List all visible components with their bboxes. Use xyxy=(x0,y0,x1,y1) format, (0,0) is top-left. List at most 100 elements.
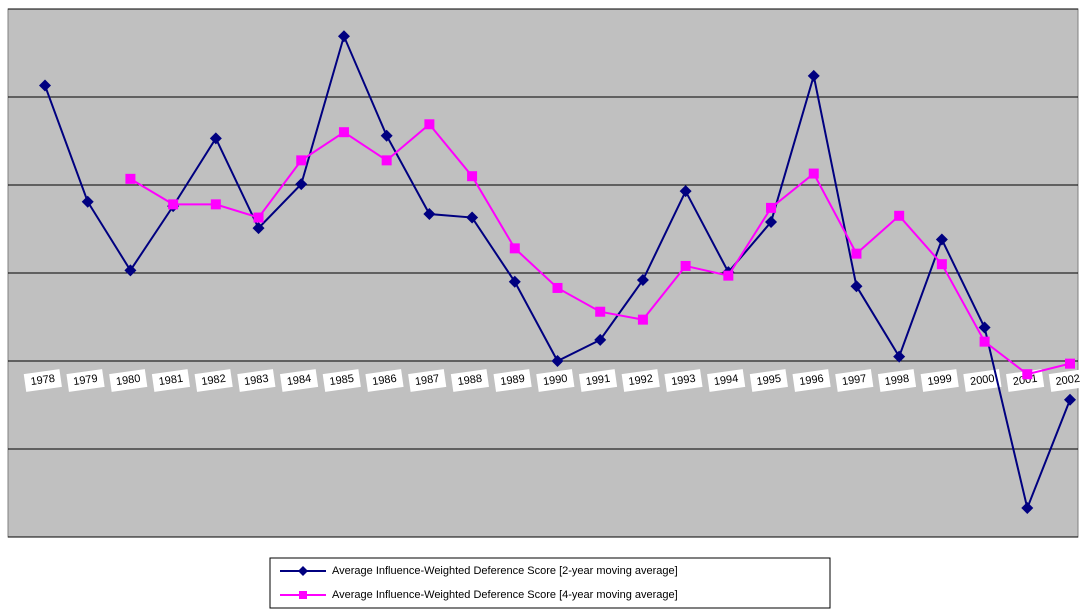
marker xyxy=(936,259,947,270)
x-tick-box xyxy=(877,369,917,392)
x-tick-label: 1985 xyxy=(329,373,355,388)
x-tick-box xyxy=(835,369,874,392)
x-tick: 1979 xyxy=(66,369,105,392)
x-tick: 1993 xyxy=(664,369,703,392)
x-tick: 1986 xyxy=(365,369,404,392)
marker xyxy=(168,199,179,210)
x-tick-label: 1982 xyxy=(201,373,227,388)
marker xyxy=(723,270,734,281)
marker xyxy=(894,210,905,221)
x-tick-box xyxy=(194,369,233,392)
x-tick-box xyxy=(408,369,447,392)
marker xyxy=(210,199,221,210)
marker xyxy=(337,30,350,43)
x-tick: 1991 xyxy=(578,369,618,392)
marker xyxy=(508,275,521,288)
marker xyxy=(636,274,649,287)
x-tick-box xyxy=(23,369,62,392)
x-tick-label: 1987 xyxy=(414,373,440,388)
x-tick-label: 2000 xyxy=(969,373,995,388)
x-tick-label: 1998 xyxy=(884,373,910,388)
x-tick: 1997 xyxy=(835,369,874,392)
marker xyxy=(125,173,136,184)
x-tick-label: 1995 xyxy=(756,373,782,388)
x-tick-label: 1978 xyxy=(30,373,56,388)
x-tick-box xyxy=(1006,369,1045,392)
x-tick-box xyxy=(151,369,191,392)
marker xyxy=(765,215,778,228)
marker xyxy=(808,168,819,179)
marker xyxy=(552,282,563,293)
marker xyxy=(1022,369,1033,380)
marker xyxy=(851,248,862,259)
marker xyxy=(39,79,51,92)
marker xyxy=(124,264,137,277)
x-tick-label: 1989 xyxy=(500,373,526,388)
x-tick-label: 1981 xyxy=(158,373,184,388)
marker xyxy=(679,185,692,198)
marker xyxy=(466,211,479,224)
x-tick-label: 1988 xyxy=(457,373,483,388)
x-tick: 1981 xyxy=(151,369,191,392)
marker xyxy=(979,336,990,347)
x-tick: 1982 xyxy=(194,369,233,392)
x-tick: 1998 xyxy=(877,369,917,392)
legend xyxy=(269,557,831,609)
x-tick-box xyxy=(109,369,148,392)
x-tick-label: 1991 xyxy=(585,373,611,388)
marker xyxy=(424,119,435,130)
x-tick: 1994 xyxy=(707,369,746,392)
marker xyxy=(1021,501,1034,514)
x-tick: 1983 xyxy=(237,369,276,392)
x-tick: 1984 xyxy=(279,369,319,392)
x-tick-box xyxy=(1048,369,1082,392)
x-tick: 1992 xyxy=(621,369,660,392)
x-tick: 1995 xyxy=(749,369,788,392)
legend-marker xyxy=(299,591,307,599)
marker xyxy=(380,129,393,142)
x-tick: 1980 xyxy=(109,369,148,392)
x-tick-box xyxy=(963,369,1002,392)
x-tick: 1989 xyxy=(493,369,532,392)
x-tick-box xyxy=(749,369,788,392)
x-tick-box xyxy=(621,369,660,392)
x-tick-label: 1992 xyxy=(628,373,654,388)
x-tick: 1999 xyxy=(920,369,959,392)
marker xyxy=(893,350,906,363)
x-tick-box xyxy=(536,369,575,392)
marker xyxy=(551,355,564,367)
marker xyxy=(595,306,606,317)
x-tick: 1987 xyxy=(408,369,447,392)
x-tick-label: 1980 xyxy=(115,373,141,388)
x-tick-label: 1996 xyxy=(799,373,825,388)
x-tick-box xyxy=(237,369,276,392)
x-tick-box xyxy=(450,369,489,392)
marker xyxy=(807,69,820,82)
marker xyxy=(637,314,648,325)
marker xyxy=(594,333,607,346)
x-tick-label: 1993 xyxy=(670,373,696,388)
x-tick-label: 1999 xyxy=(927,373,953,388)
x-tick-box xyxy=(707,369,746,392)
x-tick-box xyxy=(792,369,831,392)
legend-label: Average Influence-Weighted Deference Sco… xyxy=(332,589,678,601)
x-tick-box xyxy=(279,369,319,392)
marker xyxy=(338,127,349,138)
x-tick-label: 1986 xyxy=(372,373,398,388)
x-tick: 1978 xyxy=(23,369,62,392)
x-tick-box xyxy=(664,369,703,392)
marker xyxy=(978,321,991,334)
x-tick: 2002 xyxy=(1048,369,1082,392)
x-tick-box xyxy=(920,369,959,392)
x-tick: 2000 xyxy=(963,369,1002,392)
marker xyxy=(253,212,264,223)
marker xyxy=(296,155,307,166)
x-tick-box xyxy=(493,369,532,392)
marker xyxy=(935,233,948,246)
x-tick-label: 2002 xyxy=(1055,373,1081,388)
marker xyxy=(680,260,691,271)
x-tick-label: 1983 xyxy=(243,373,269,388)
legend-label: Average Influence-Weighted Deference Sco… xyxy=(332,565,678,577)
x-tick-box xyxy=(365,369,404,392)
